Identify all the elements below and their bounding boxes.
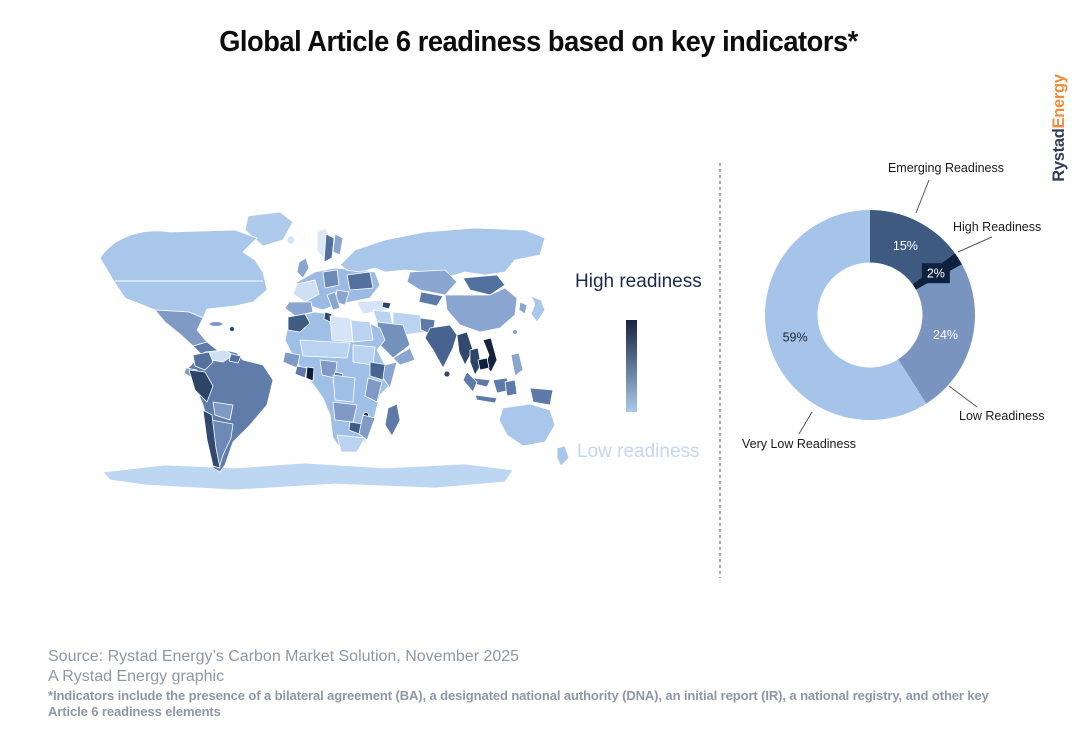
region-morocco bbox=[287, 313, 311, 333]
region-caucasus bbox=[381, 301, 392, 310]
donut-segment-3 bbox=[765, 210, 927, 420]
region-cuba bbox=[208, 321, 224, 327]
region-egypt bbox=[350, 319, 374, 343]
region-cambodia bbox=[477, 357, 490, 371]
region-new-guinea bbox=[529, 387, 554, 406]
map-legend-low-label: Low readiness bbox=[577, 441, 700, 462]
region-kenya-tanzania bbox=[364, 377, 383, 403]
region-central-asia bbox=[418, 291, 444, 307]
region-ukraine bbox=[346, 271, 374, 291]
region-sri-lanka bbox=[443, 370, 451, 378]
region-guyanas bbox=[228, 353, 242, 364]
logo-energy-text: Energy bbox=[1050, 74, 1068, 129]
footnote-text: *Indicators include the presence of a bi… bbox=[48, 688, 989, 719]
region-colombia bbox=[192, 351, 214, 371]
region-italy bbox=[326, 291, 341, 311]
region-france bbox=[292, 279, 320, 303]
section-divider-dashed bbox=[719, 163, 721, 578]
page-title: Global Article 6 readiness based on key … bbox=[219, 26, 858, 58]
donut-value-label-3: 59% bbox=[783, 330, 808, 344]
region-hispaniola bbox=[228, 326, 235, 333]
region-thailand bbox=[469, 347, 482, 376]
rystad-energy-logo: Rystad Energy bbox=[1050, 68, 1070, 188]
region-chile bbox=[202, 409, 221, 469]
region-philippines bbox=[510, 352, 524, 377]
map-legend-gradient-bar bbox=[626, 320, 637, 412]
region-mozambique bbox=[358, 414, 376, 441]
region-cote-divoire bbox=[294, 365, 308, 379]
credit-text: A Rystad Energy graphic bbox=[48, 668, 225, 685]
region-drc bbox=[332, 374, 356, 403]
region-japan bbox=[530, 295, 546, 323]
region-sahel bbox=[299, 339, 351, 359]
donut-value-label-2: 24% bbox=[933, 328, 958, 342]
region-united-kingdom bbox=[296, 257, 310, 279]
region-russia bbox=[339, 227, 546, 279]
region-new-zealand bbox=[556, 445, 570, 467]
region-antarctica bbox=[102, 462, 514, 491]
region-peru bbox=[188, 369, 214, 403]
region-libya bbox=[329, 315, 354, 343]
region-china bbox=[444, 287, 518, 333]
donut-value-label-1: 2% bbox=[927, 267, 945, 281]
donut-category-label-1: High Readiness bbox=[953, 220, 1042, 234]
donut-chart: 15% 2% 24% 59% bbox=[745, 190, 995, 440]
logo-rystad-text: Rystad bbox=[1050, 128, 1068, 182]
region-sumatra bbox=[462, 371, 478, 393]
donut-category-label-2: Low Readiness bbox=[959, 409, 1045, 423]
region-korea bbox=[518, 301, 528, 315]
donut-segment-2 bbox=[898, 264, 975, 404]
region-myanmar-bangladesh bbox=[456, 331, 474, 366]
region-senegal-guinea bbox=[282, 351, 301, 369]
map-legend-high-label: High readiness bbox=[575, 271, 702, 292]
region-mongolia bbox=[462, 274, 506, 296]
region-ghana bbox=[305, 366, 315, 382]
region-yemen-oman bbox=[392, 347, 416, 366]
region-north-america bbox=[99, 229, 268, 319]
donut-category-label-0: Emerging Readiness bbox=[887, 161, 1005, 175]
donut-value-label-box bbox=[921, 263, 950, 284]
region-greenland bbox=[244, 211, 294, 247]
region-bolivia bbox=[212, 401, 234, 421]
region-madagascar bbox=[384, 403, 401, 437]
region-germany bbox=[322, 269, 340, 289]
donut-category-label-3: Very Low Readiness bbox=[742, 437, 856, 451]
region-australia bbox=[498, 403, 556, 447]
world-map-choropleth bbox=[99, 211, 570, 491]
region-taiwan bbox=[512, 329, 518, 335]
region-sulawesi bbox=[504, 379, 518, 397]
region-angola-zambia bbox=[332, 401, 358, 423]
region-finland bbox=[332, 233, 344, 256]
donut-value-label-0: 15% bbox=[893, 239, 918, 253]
region-iceland bbox=[286, 235, 296, 245]
region-java bbox=[474, 394, 498, 404]
region-sweden bbox=[323, 233, 335, 263]
region-south-africa bbox=[336, 434, 366, 453]
region-india bbox=[424, 324, 458, 369]
region-somalia bbox=[382, 361, 398, 389]
source-text: Source: Rystad Energy’s Carbon Market So… bbox=[48, 648, 520, 665]
